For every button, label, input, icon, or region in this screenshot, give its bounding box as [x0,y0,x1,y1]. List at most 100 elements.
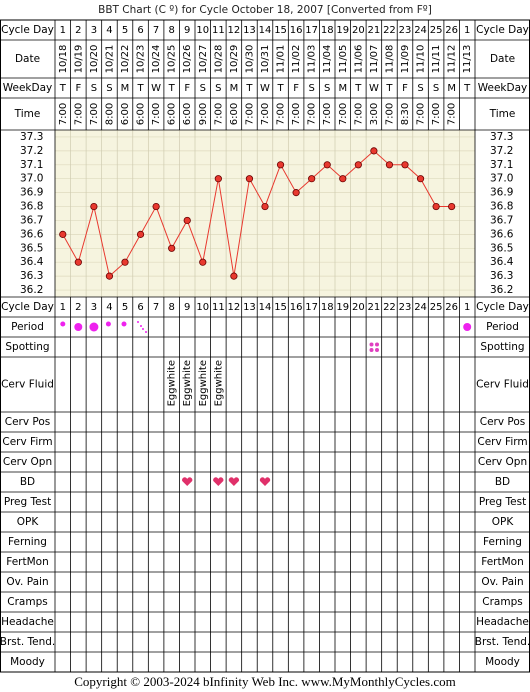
row-label: Spotting [480,341,524,353]
cycle-day: 2 [75,302,81,313]
cycle-day: 16 [290,302,303,313]
weekday: S [417,83,423,94]
row-label: Cerv Fluid [476,379,529,391]
row-label: Headache [1,616,54,628]
temperature-point [323,161,331,169]
time: 9:00 [198,103,209,125]
date: 10/21 [104,45,115,74]
cycle-day: 18 [321,25,334,36]
heart [228,477,240,486]
row-label: WeekDay [478,82,528,94]
row-label: Cramps [7,596,47,608]
row-label: Cycle Day [1,301,54,313]
cycle-day: 4 [106,25,112,36]
time: 3:00 [369,103,380,125]
row-label: Cerv Firm [2,436,52,448]
weekday: M [338,83,347,94]
weekday: T [245,83,253,94]
cycle-day: 12 [228,302,241,313]
row-label: Cycle Day [476,24,529,36]
cycle-day: 15 [274,302,287,313]
time: 7:00 [58,103,69,125]
cycle-day: 21 [368,25,381,36]
y-tick-label: 37.1 [490,159,513,171]
temperature-point [168,244,176,252]
temperature-point [59,230,67,238]
row-label: BD [495,476,510,488]
temperature-point [292,189,300,197]
row-label: Headache [476,616,529,628]
date: 11/11 [431,45,442,74]
copyright: Copyright © 2003-2024 bInfinity Web Inc.… [74,674,455,689]
cycle-day: 1 [464,25,470,36]
row-label: Cerv Opn [3,456,52,468]
weekday: T [463,83,471,94]
date: 11/12 [447,45,458,74]
temperature-point [245,175,254,183]
y-tick-label: 36.4 [490,256,514,268]
weekday: T [354,83,362,94]
y-tick-label: 37.1 [20,159,43,171]
period-dot [89,322,99,332]
date: 11/09 [400,45,411,74]
row-label: Period [486,321,519,333]
y-tick-label: 37.2 [20,145,43,157]
date: 11/13 [462,45,473,74]
date: 11/10 [416,45,427,74]
y-tick-label: 37.0 [20,173,43,185]
cycle-day: 3 [91,25,97,36]
row-label: Date [490,53,515,65]
period-dot [74,323,83,331]
cycle-day: 25 [430,302,443,313]
date: 11/03 [307,45,318,74]
time: 6:00 [229,103,240,125]
row-label: Spotting [5,341,49,353]
cycle-day: 21 [368,302,381,313]
time: 7:00 [353,103,364,125]
row-label: Brst. Tend. [0,636,55,648]
cycle-day: 23 [399,25,412,36]
time: 8:00 [104,103,115,125]
temperature-point [276,161,285,169]
cycle-day: 22 [383,302,396,313]
cycle-day: 11 [212,302,225,313]
y-tick-label: 36.2 [20,284,43,296]
weekday: S [308,83,314,94]
row-label: Cycle Day [476,301,529,313]
date: 10/29 [229,45,240,74]
row-label: Cycle Day [1,24,54,36]
row-label: Moody [10,656,45,668]
cycle-day: 8 [168,25,174,36]
icons [60,321,472,486]
cerv-fluid: Eggwhite [213,360,224,406]
date: 11/05 [338,45,349,74]
temperature-point [90,202,98,211]
time: 7:00 [447,103,458,125]
cycle-day: 24 [414,25,427,36]
row-label: Moody [485,656,520,668]
weekday: M [447,83,456,94]
y-tick-label: 37.3 [20,131,43,143]
y-tick-label: 36.6 [20,228,44,240]
cycle-day: 10 [196,25,209,36]
y-tick-label: 36.9 [20,187,43,199]
row-label: Ov. Pain [481,576,523,588]
cycle-day: 1 [464,302,470,313]
date: 11/01 [276,45,287,74]
temperature-point [105,272,114,280]
cycle-day: 10 [196,302,209,313]
date: 11/06 [353,45,364,74]
weekday: T [168,83,176,94]
heart [259,477,271,486]
row-label: FertMon [481,556,524,568]
cycle-day: 13 [243,302,256,313]
row-label: Time [489,108,516,120]
temperature-point [432,202,440,211]
cycle-day: 14 [259,25,272,36]
y-tick-label: 36.5 [490,242,513,254]
cycle-day: 20 [352,25,365,36]
period-spotting [137,321,147,333]
cycle-day: 3 [91,302,97,313]
